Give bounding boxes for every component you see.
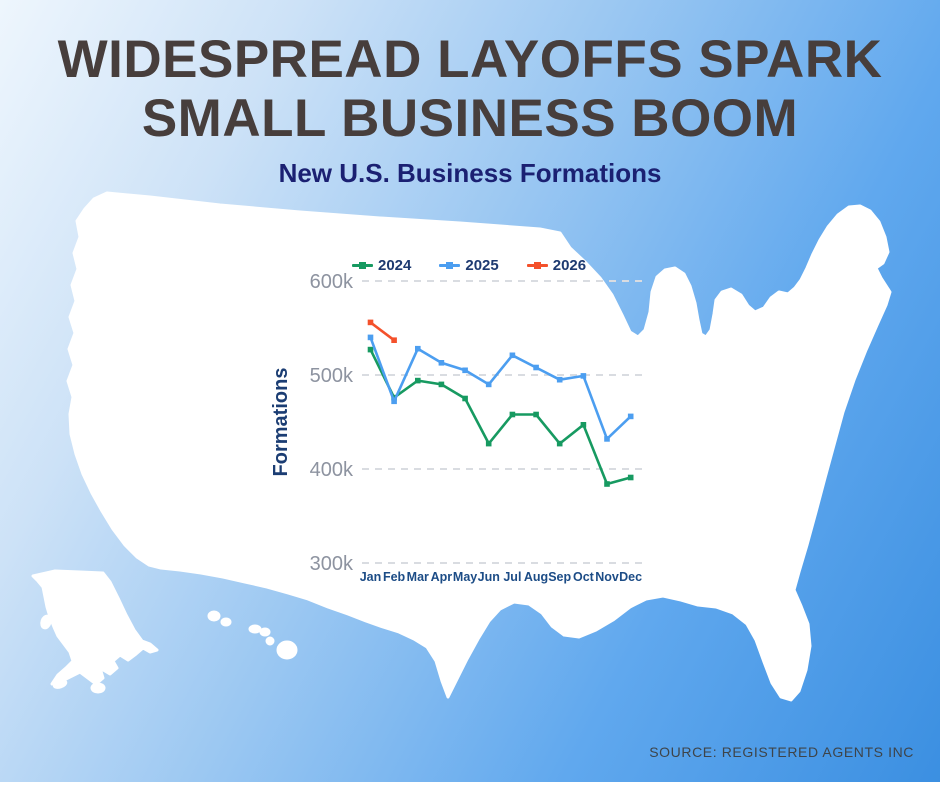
- data-point-2025: [556, 376, 563, 383]
- legend-label: 2024: [378, 257, 412, 274]
- series-line-2026: [369, 321, 396, 342]
- title-line-1: WIDESPREAD LAYOFFS SPARK: [57, 30, 883, 89]
- x-tick-mar: Mar: [407, 570, 429, 584]
- title-line-2: SMALL BUSINESS BOOM: [141, 89, 799, 149]
- data-point-2024: [580, 422, 587, 428]
- chart-legend: 2024 2025 2026: [352, 257, 586, 274]
- legend-label: 2025: [465, 257, 499, 274]
- header: WIDESPREAD LAYOFFS SPARK SMALL BUSINESS …: [0, 30, 940, 189]
- y-tick-500k: 500k: [310, 365, 354, 387]
- legend-item-2024: 2024: [352, 257, 411, 274]
- data-point-2026: [391, 337, 397, 343]
- alaska-shape: [31, 569, 159, 686]
- data-point-2025: [509, 352, 516, 359]
- chart-subtitle: New U.S. Business Formations: [278, 157, 662, 188]
- y-tick-600k: 600k: [310, 271, 354, 293]
- series-line-2025: [369, 336, 632, 441]
- legend-marker-icon: [352, 262, 373, 269]
- y-tick-300k: 300k: [310, 553, 354, 575]
- data-point-2025: [415, 345, 421, 352]
- x-tick-aug: Aug: [524, 570, 548, 584]
- x-tick-jul: Jul: [503, 570, 521, 584]
- data-point-2024: [556, 440, 563, 447]
- us-lower48-shape: [66, 191, 892, 702]
- x-tick-nov: Nov: [595, 570, 619, 584]
- aleutian-island: [90, 682, 106, 694]
- data-point-2024: [367, 346, 374, 353]
- hawaii-island: [207, 610, 221, 622]
- x-tick-oct: Oct: [573, 570, 595, 584]
- data-point-2025: [580, 373, 587, 379]
- hawaii-island: [265, 636, 275, 646]
- legend-label: 2026: [552, 257, 587, 274]
- legend-marker-icon: [439, 262, 461, 269]
- legend-item-2025: 2025: [439, 257, 499, 274]
- y-axis-label: Formations: [270, 368, 292, 477]
- hawaii-island: [220, 617, 232, 627]
- data-point-2024: [485, 440, 492, 447]
- x-tick-dec: Dec: [619, 570, 642, 584]
- data-point-2024: [533, 411, 539, 418]
- data-point-2024: [627, 474, 634, 481]
- legend-item-2026: 2026: [526, 257, 587, 274]
- bottom-white-strip: [0, 782, 940, 788]
- data-point-2026: [367, 319, 374, 326]
- data-point-2024: [415, 377, 421, 384]
- data-point-2024: [604, 481, 610, 487]
- x-tick-apr: Apr: [431, 570, 453, 584]
- data-point-2024: [509, 411, 516, 418]
- x-tick-jan: Jan: [360, 570, 382, 584]
- y-tick-400k: 400k: [310, 459, 354, 481]
- data-point-2024: [438, 381, 445, 388]
- data-point-2025: [367, 334, 374, 341]
- page-title: WIDESPREAD LAYOFFS SPARK SMALL BUSINESS …: [0, 30, 940, 149]
- hawaii-island: [248, 624, 262, 634]
- hawaii-island: [276, 640, 298, 660]
- aleutian-island: [52, 679, 68, 689]
- series-line-2024: [369, 348, 632, 486]
- data-point-2025: [627, 413, 634, 420]
- hawaii-island: [259, 627, 271, 637]
- aleutian-island: [40, 614, 52, 630]
- x-tick-feb: Feb: [383, 570, 406, 584]
- data-point-2025: [533, 364, 539, 371]
- legend-marker-icon: [526, 262, 548, 269]
- x-tick-sep: Sep: [548, 570, 571, 584]
- data-point-2025: [604, 436, 610, 442]
- data-point-2025: [438, 360, 445, 366]
- data-point-2025: [462, 367, 468, 374]
- data-point-2025: [391, 398, 397, 405]
- data-point-2025: [485, 381, 492, 388]
- x-tick-may: May: [453, 570, 477, 584]
- x-tick-jun: Jun: [478, 570, 500, 584]
- source-credit: SOURCE: REGISTERED AGENTS INC: [649, 744, 914, 760]
- data-point-2024: [462, 395, 468, 402]
